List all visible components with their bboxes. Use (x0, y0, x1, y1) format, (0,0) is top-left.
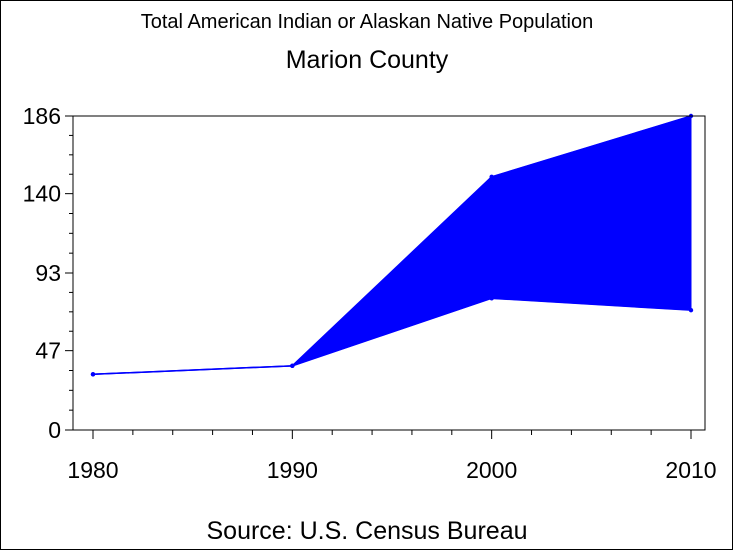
chart-title: Total American Indian or Alaskan Native … (141, 11, 594, 33)
data-point-1-1 (290, 363, 295, 369)
x-tick-label-1: 1990 (267, 457, 318, 483)
data-point-0-2 (489, 174, 494, 179)
data-point-1-3 (688, 307, 694, 313)
data-point-1-0 (90, 372, 96, 377)
y-tick-label-3: 140 (23, 181, 61, 207)
series-line-1 (92, 297, 692, 376)
y-tick-label-0: 0 (48, 417, 61, 443)
y-tick-label-2: 93 (35, 260, 61, 286)
chart-subtitle: Marion County (286, 46, 449, 74)
x-tick-label-3: 2010 (665, 457, 716, 483)
data-point-1-2 (489, 296, 494, 301)
x-tick-label-0: 1980 (67, 457, 118, 483)
y-tick-label-1: 47 (35, 338, 61, 364)
y-tick-label-4: 186 (23, 103, 61, 129)
chart-source: Source: U.S. Census Bureau (207, 517, 528, 545)
x-tick-label-2: 2000 (466, 457, 517, 483)
area-fill-band (92, 115, 692, 375)
plot-area: 0 47 93 140 186 1980 1990 2000 2010 (23, 103, 717, 483)
